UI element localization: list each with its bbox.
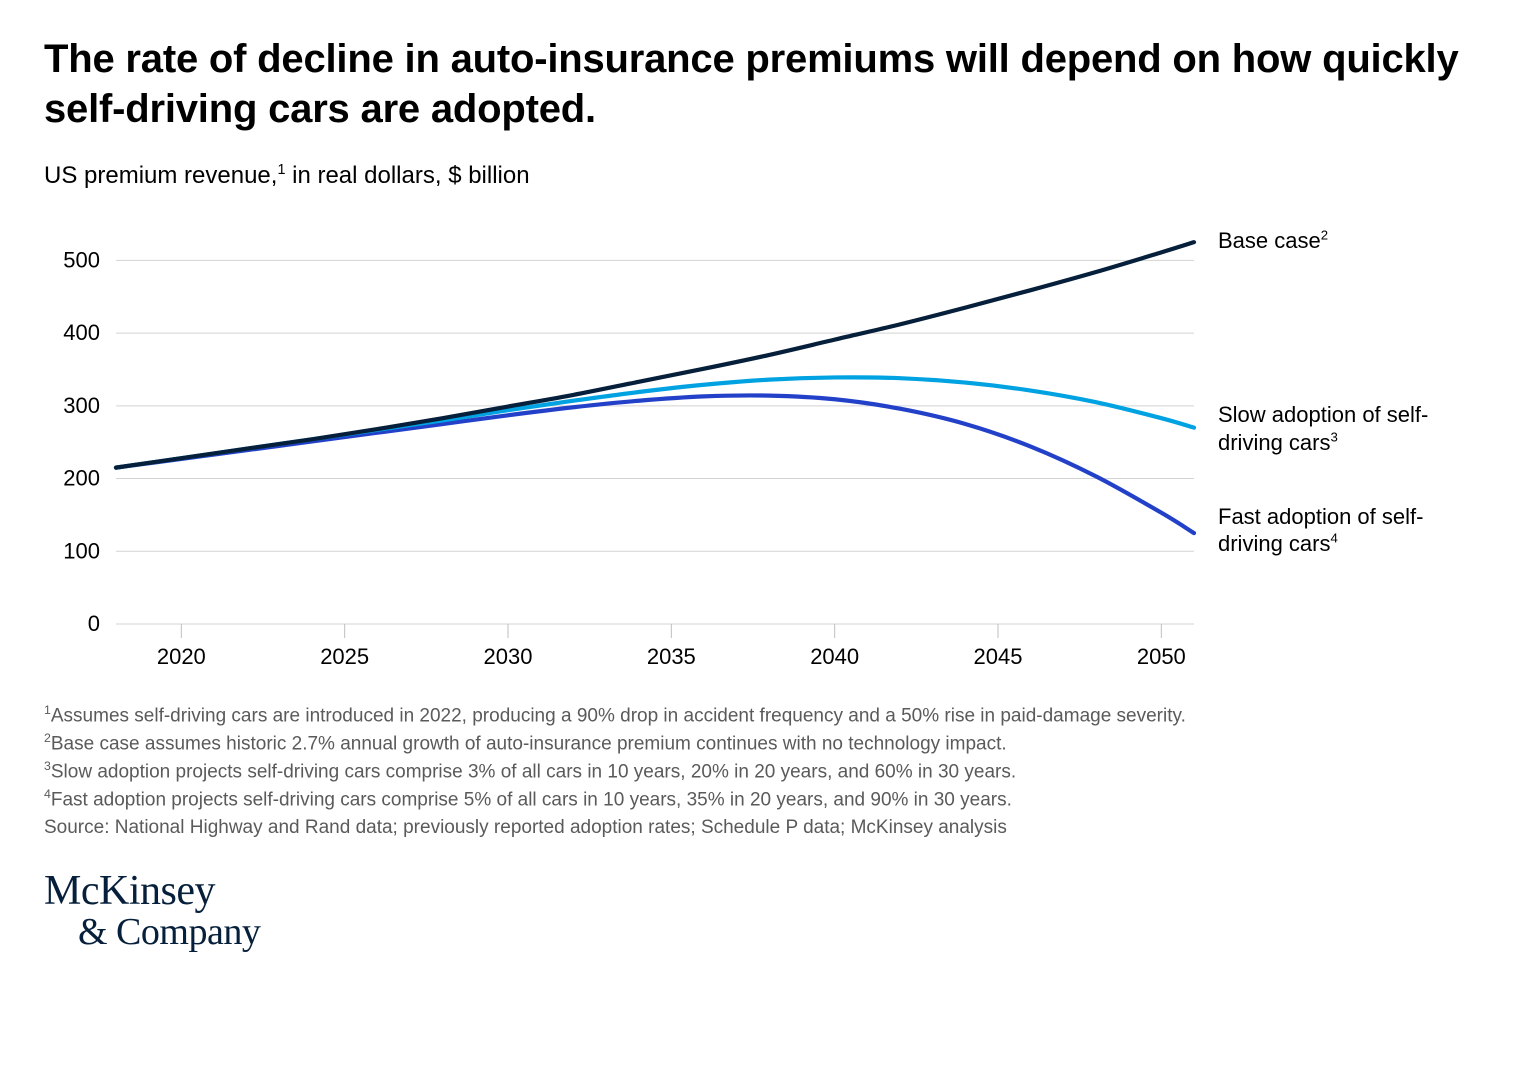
y-tick-label: 200 bbox=[63, 466, 100, 491]
series-label-slow: Slow adoption of self-driving cars3 bbox=[1218, 401, 1468, 456]
page: The rate of decline in auto-insurance pr… bbox=[0, 0, 1536, 1070]
logo-line-1: McKinsey bbox=[44, 869, 1492, 913]
y-tick-label: 0 bbox=[88, 611, 100, 636]
source-line: Source: National Highway and Rand data; … bbox=[44, 814, 1492, 842]
series-base bbox=[116, 242, 1194, 467]
y-tick-label: 400 bbox=[63, 320, 100, 345]
chart-subtitle: US premium revenue,1 in real dollars, $ … bbox=[44, 162, 1492, 190]
series-slow bbox=[116, 377, 1194, 467]
x-tick-label: 2050 bbox=[1137, 644, 1186, 669]
x-tick-label: 2045 bbox=[974, 644, 1023, 669]
logo-line-2: & Company bbox=[44, 913, 1492, 953]
footnotes: 1Assumes self-driving cars are introduce… bbox=[44, 702, 1492, 841]
series-label-base: Base case2 bbox=[1218, 227, 1328, 255]
chart-title: The rate of decline in auto-insurance pr… bbox=[44, 34, 1492, 134]
chart-wrap: 0 100 200 300 400 500 2020 2025 2030 2035 2040 2045… bbox=[44, 214, 1492, 674]
series-label-fast: Fast adoption of self-driving cars4 bbox=[1218, 503, 1468, 558]
x-tick-label: 2035 bbox=[647, 644, 696, 669]
footnote: 3Slow adoption projects self-driving car… bbox=[44, 758, 1492, 786]
line-chart: 0 100 200 300 400 500 2020 2025 2030 2035 2040 2045… bbox=[44, 214, 1204, 674]
x-tick-label: 2040 bbox=[810, 644, 859, 669]
x-tick-label: 2025 bbox=[320, 644, 369, 669]
legend-labels: Base case2 Slow adoption of self-driving … bbox=[1204, 214, 1492, 674]
y-tick-label: 300 bbox=[63, 393, 100, 418]
footnote: 4Fast adoption projects self-driving car… bbox=[44, 786, 1492, 814]
subtitle-post: in real dollars, $ billion bbox=[285, 162, 529, 189]
y-tick-label: 500 bbox=[63, 247, 100, 272]
footnote: 2Base case assumes historic 2.7% annual … bbox=[44, 730, 1492, 758]
subtitle-pre: US premium revenue, bbox=[44, 162, 277, 189]
series-fast bbox=[116, 395, 1194, 533]
y-tick-label: 100 bbox=[63, 538, 100, 563]
footnote: 1Assumes self-driving cars are introduce… bbox=[44, 702, 1492, 730]
x-tick-label: 2030 bbox=[484, 644, 533, 669]
x-tick-label: 2020 bbox=[157, 644, 206, 669]
mckinsey-logo: McKinsey & Company bbox=[44, 869, 1492, 953]
